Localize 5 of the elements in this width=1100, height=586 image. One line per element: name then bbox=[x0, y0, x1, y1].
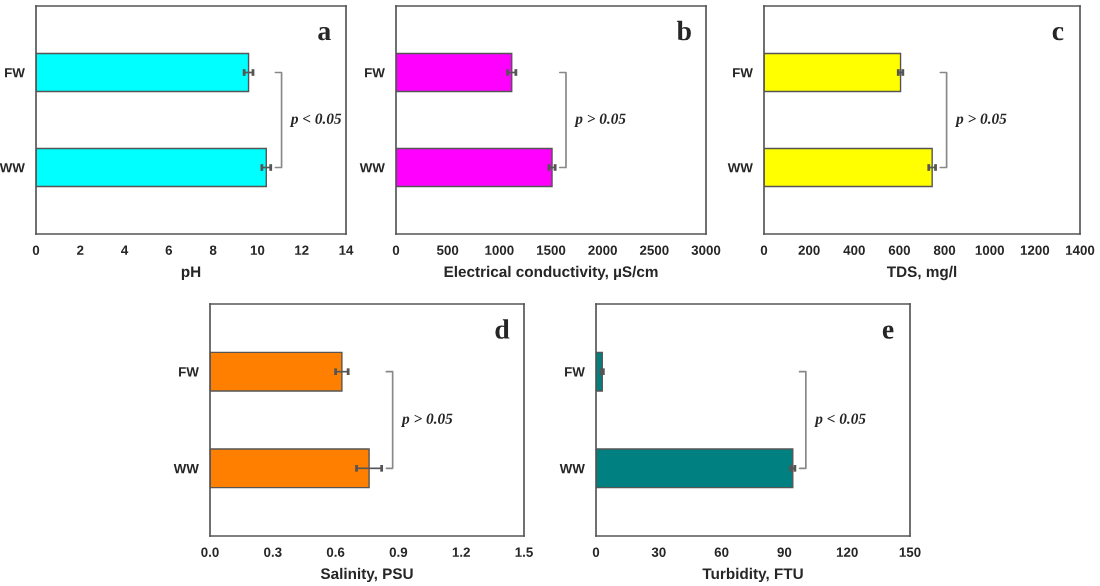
annotation: b bbox=[676, 20, 691, 41]
annotation: c bbox=[1052, 26, 1064, 41]
annotation: e bbox=[882, 325, 894, 339]
annotation: d bbox=[495, 319, 510, 339]
annotation: a bbox=[318, 27, 331, 41]
